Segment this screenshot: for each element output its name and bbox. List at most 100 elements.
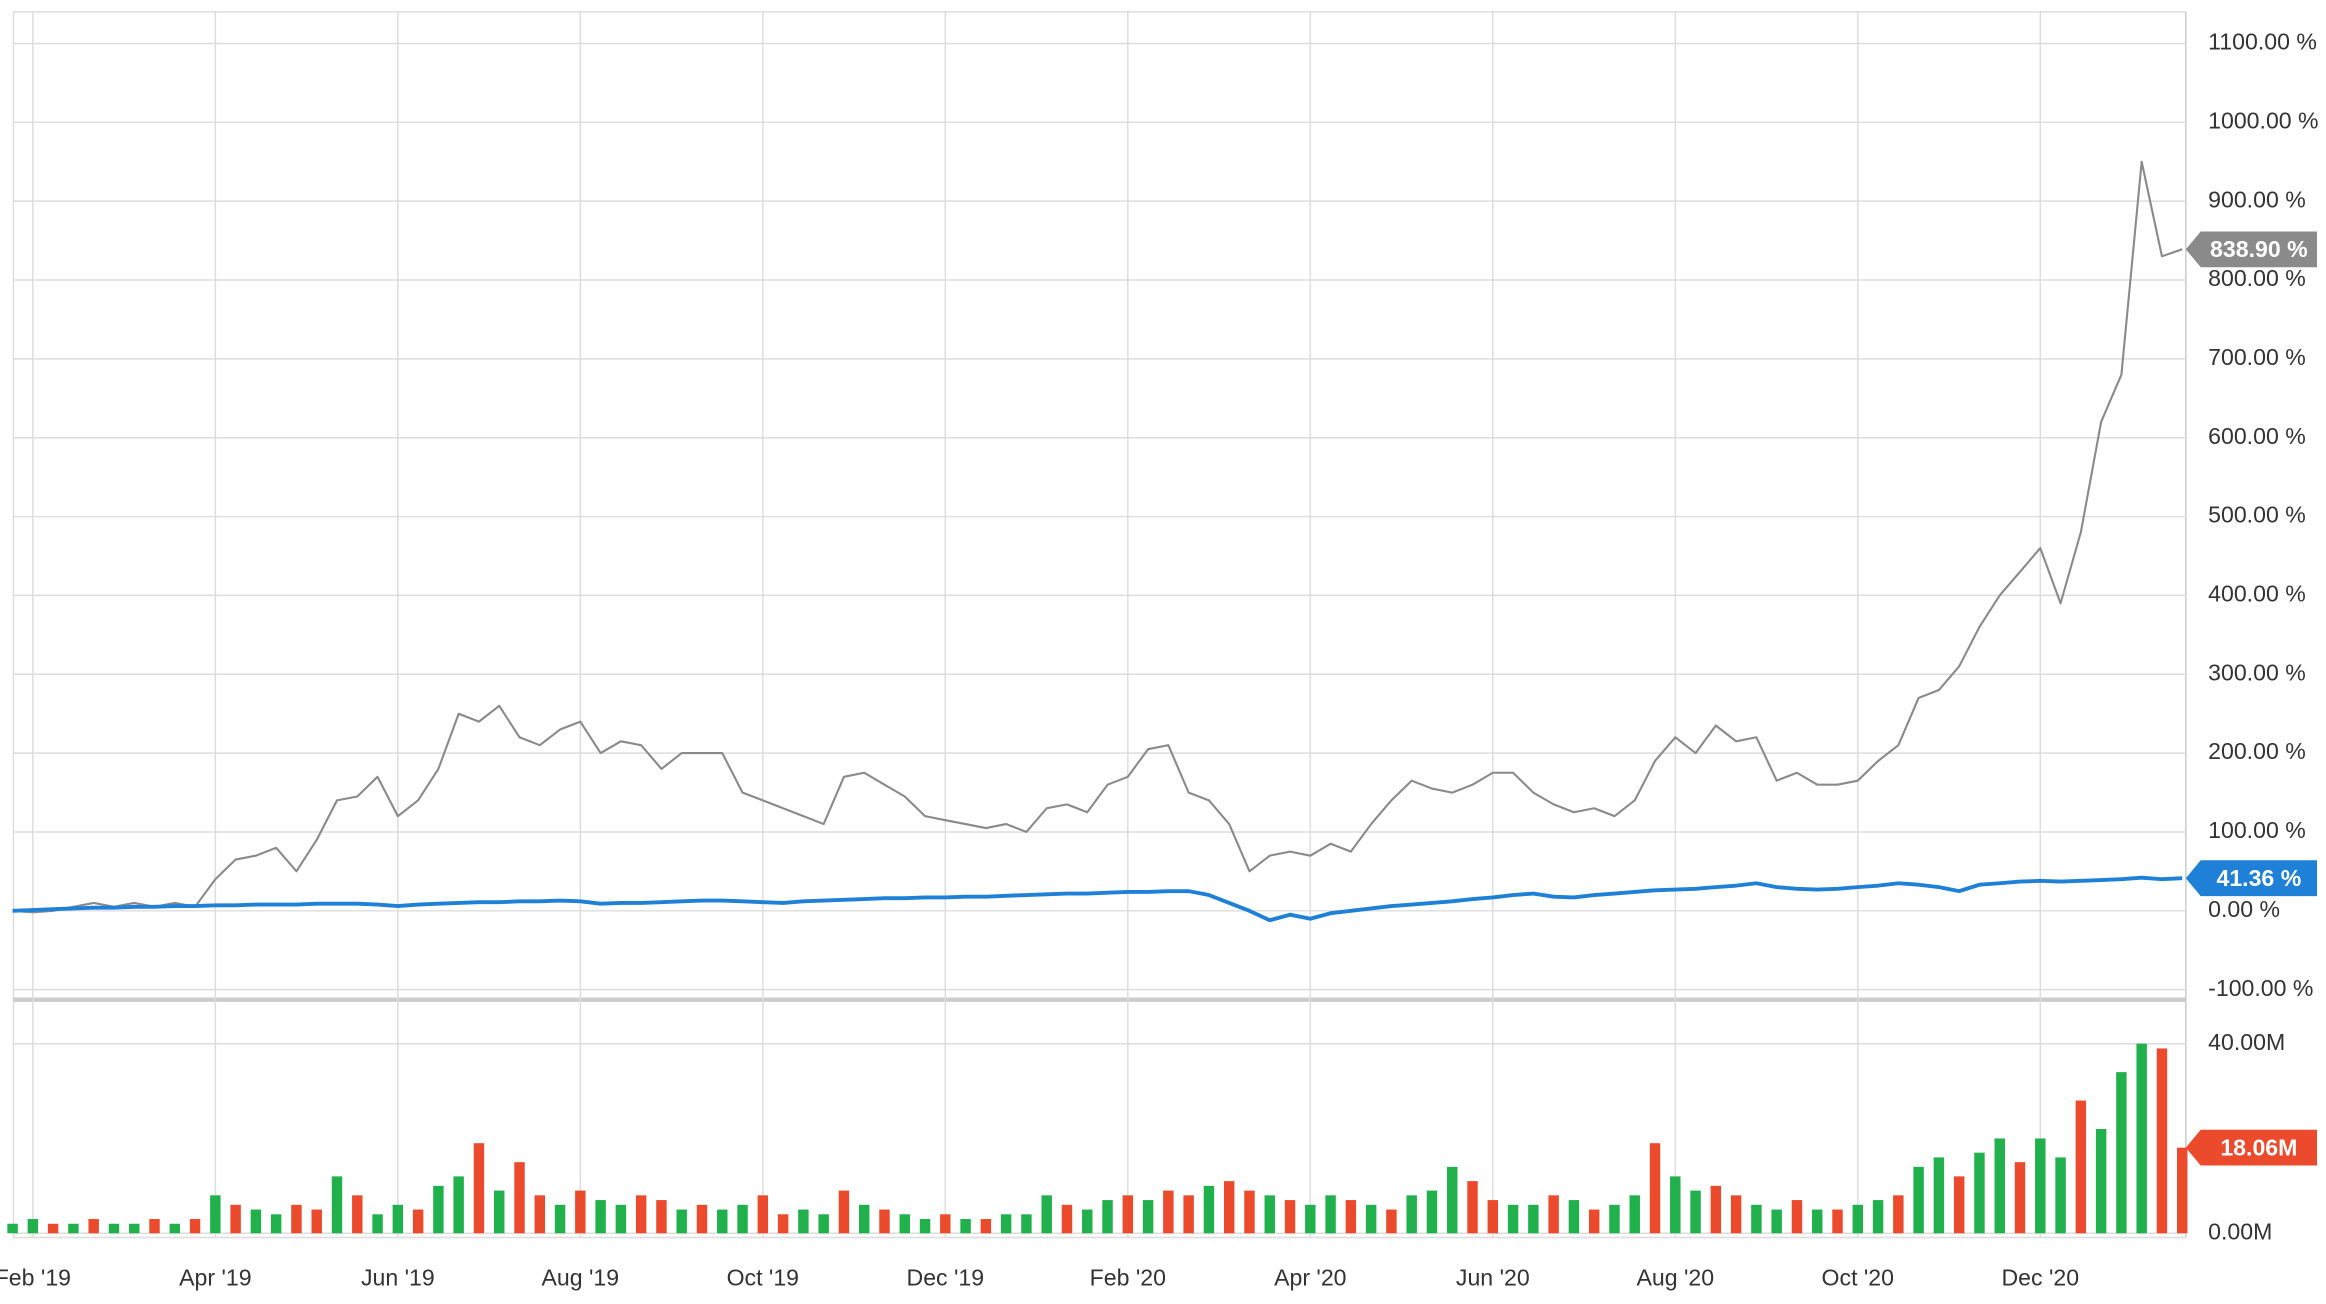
volume-bar [1102, 1200, 1113, 1234]
volume-bar [1264, 1195, 1275, 1234]
volume-bar [1041, 1195, 1052, 1234]
y-tick-label: 400.00 % [2208, 581, 2306, 607]
volume-bar [149, 1219, 160, 1234]
volume-bar [960, 1219, 971, 1234]
y-tick-label: 200.00 % [2208, 738, 2306, 764]
x-tick-label: Oct '20 [1822, 1264, 1894, 1290]
volume-bar [1649, 1143, 1661, 1234]
volume-bar [2116, 1072, 2127, 1234]
volume-bar [1528, 1204, 1539, 1234]
volume-bar [169, 1223, 181, 1234]
volume-bar [1872, 1200, 1884, 1234]
y-tick-label: 700.00 % [2208, 344, 2306, 370]
volume-bar [554, 1204, 566, 1234]
volume-bar [1284, 1200, 1296, 1234]
x-tick-label: Aug '19 [542, 1264, 620, 1290]
volume-bar [899, 1214, 910, 1234]
grid-layer [12, 11, 2187, 1239]
volume-bar [1771, 1209, 1782, 1234]
volume-bar [1021, 1214, 1032, 1234]
volume-bar [1406, 1195, 1417, 1234]
y-tick-label: 0.00 % [2208, 896, 2280, 922]
volume-bar [1710, 1185, 1722, 1234]
volume-bar [2095, 1128, 2107, 1234]
volume-bar [879, 1209, 890, 1234]
volume-bar [1548, 1195, 1559, 1234]
value-badge-label: 18.06M [2220, 1134, 2297, 1160]
y-tick-label: 500.00 % [2208, 502, 2306, 528]
x-tick-label: Feb '19 [0, 1264, 71, 1290]
volume-bar [1447, 1166, 1458, 1234]
volume-bar [433, 1185, 444, 1234]
volume-bar [331, 1176, 343, 1234]
marks-layer [7, 160, 2188, 1234]
volume-bar [798, 1209, 809, 1234]
volume-bar [1730, 1195, 1742, 1234]
volume-bar [1933, 1157, 1945, 1234]
value-badge [2185, 860, 2318, 897]
y2-tick-label: 0.00M [2208, 1218, 2272, 1244]
volume-bar [352, 1195, 363, 1234]
volume-bar [1122, 1195, 1134, 1234]
volume-bar [47, 1223, 59, 1234]
y-tick-label: 1000.00 % [2208, 107, 2318, 133]
labels-layer: Feb '19 Apr '19 Jun '19 Aug '19 Oct '19 Dec '… [0, 29, 2319, 1291]
volume-bar [595, 1200, 606, 1234]
volume-bar [1690, 1190, 1701, 1234]
volume-bar [372, 1214, 383, 1234]
value-badge [2185, 231, 2318, 268]
y-tick-label: 300.00 % [2208, 659, 2306, 685]
volume-bar [615, 1204, 627, 1234]
volume-bar [68, 1223, 79, 1234]
volume-bar [1183, 1195, 1194, 1234]
series-line [12, 875, 2183, 923]
volume-bar [1305, 1204, 1316, 1234]
volume-bar [2035, 1138, 2046, 1234]
y-tick-label: 900.00 % [2208, 186, 2306, 212]
x-tick-label: Aug '20 [1636, 1264, 1714, 1290]
volume-bar [1568, 1200, 1580, 1234]
volume-bar [392, 1204, 404, 1234]
volume-bar [534, 1195, 545, 1234]
volume-bar [1426, 1190, 1438, 1234]
volume-bar [1082, 1209, 1093, 1234]
volume-bar [1325, 1195, 1336, 1234]
volume-bar [514, 1162, 525, 1234]
volume-bar [980, 1219, 992, 1234]
volume-bar [777, 1214, 789, 1234]
x-tick-label: Dec '20 [2001, 1264, 2079, 1290]
volume-bar [838, 1190, 850, 1234]
x-tick-label: Apr '19 [179, 1264, 251, 1290]
volume-bar [1670, 1176, 1681, 1234]
volume-bar [737, 1204, 748, 1234]
volume-bar [1812, 1209, 1823, 1234]
volume-bar [1913, 1166, 1924, 1234]
volume-bar [1953, 1176, 1965, 1234]
value-badge-label: 41.36 % [2216, 865, 2301, 891]
volume-bar [2075, 1100, 2087, 1234]
volume-bar [453, 1176, 464, 1234]
volume-bar [635, 1195, 647, 1234]
volume-bar [1588, 1209, 1600, 1234]
value-badge-label: 838.90 % [2210, 236, 2308, 262]
volume-bar [1365, 1204, 1377, 1234]
volume-bar [717, 1209, 728, 1234]
volume-bar [1142, 1200, 1154, 1234]
volume-bar [1345, 1200, 1357, 1234]
volume-bar [291, 1204, 302, 1234]
volume-bar [129, 1223, 140, 1234]
volume-bar [311, 1209, 322, 1234]
volume-bar [494, 1190, 505, 1234]
volume-bar [1061, 1204, 1073, 1234]
x-tick-label: Apr '20 [1274, 1264, 1346, 1290]
y-tick-label: 100.00 % [2208, 817, 2306, 843]
volume-bar [473, 1143, 485, 1234]
volume-bar [412, 1209, 424, 1234]
x-tick-label: Feb '20 [1090, 1264, 1166, 1290]
volume-bar [2136, 1043, 2147, 1234]
volume-bar [1244, 1190, 1255, 1234]
volume-bar [1203, 1185, 1215, 1234]
volume-bar [858, 1204, 870, 1234]
